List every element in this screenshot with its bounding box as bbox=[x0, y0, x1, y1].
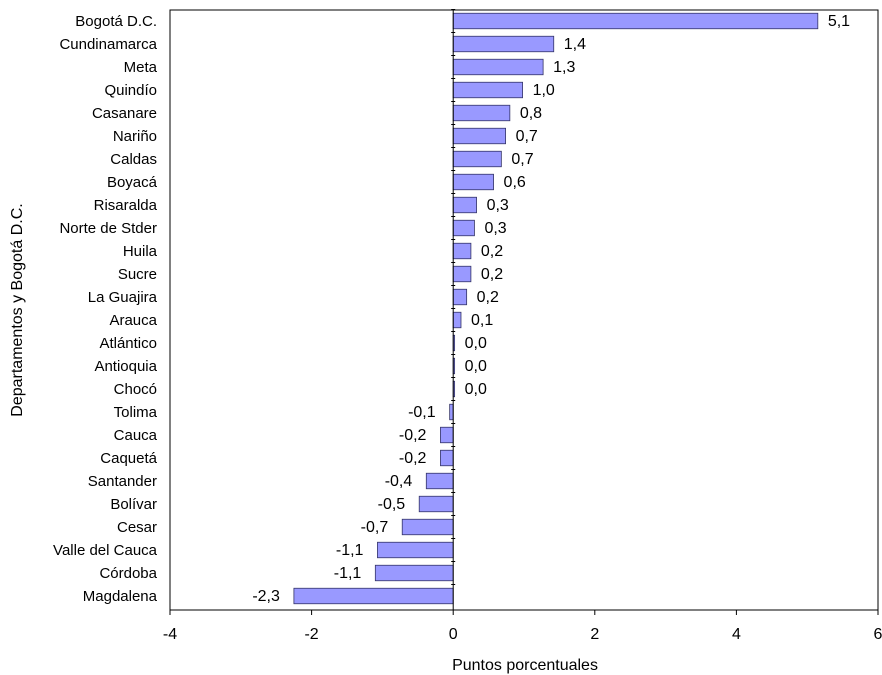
bar bbox=[452, 35, 555, 53]
bar bbox=[401, 518, 454, 536]
category-label: Magdalena bbox=[83, 588, 158, 605]
bar bbox=[452, 242, 472, 260]
x-ticks-group: -4 -2 0 2 4 6 bbox=[163, 610, 882, 643]
category-label: Valle del Cauca bbox=[53, 542, 158, 559]
category-label: Córdoba bbox=[99, 565, 157, 582]
category-label: Tolima bbox=[114, 404, 158, 421]
category-label: Cauca bbox=[114, 427, 158, 444]
bar bbox=[452, 58, 544, 76]
bar bbox=[425, 472, 454, 490]
bar bbox=[377, 541, 454, 559]
data-label: 0,0 bbox=[465, 381, 487, 398]
category-label: Casanare bbox=[92, 105, 157, 122]
data-labels-group: 5,1 1,4 1,3 1,0 0,8 0,7 0,7 0,6 0,3 0,3 0,2 0,2 0,2 0… bbox=[252, 13, 850, 605]
bar bbox=[452, 81, 523, 99]
data-label: 0,0 bbox=[465, 358, 487, 375]
category-label: Arauca bbox=[109, 312, 157, 329]
category-label: Santander bbox=[88, 473, 157, 490]
plot-area-frame bbox=[169, 9, 879, 611]
bar bbox=[440, 449, 454, 467]
category-label: Huila bbox=[123, 243, 158, 260]
category-label: Cesar bbox=[117, 519, 157, 536]
bar bbox=[452, 12, 819, 30]
bar bbox=[452, 196, 477, 214]
data-label: -2,3 bbox=[252, 588, 280, 605]
x-tick-label: -2 bbox=[304, 626, 318, 643]
category-label: Sucre bbox=[118, 266, 157, 283]
category-label: Atlántico bbox=[99, 335, 157, 352]
category-label: Boyacá bbox=[107, 174, 158, 191]
zero-axis-group bbox=[451, 9, 456, 610]
category-label: Quindío bbox=[104, 82, 157, 99]
category-label: Antioquia bbox=[94, 358, 157, 375]
data-label: 0,2 bbox=[477, 289, 499, 306]
bar bbox=[452, 173, 494, 191]
category-label: Norte de Stder bbox=[59, 220, 157, 237]
bar bbox=[449, 403, 454, 421]
category-label: Nariño bbox=[113, 128, 157, 145]
category-label: Meta bbox=[124, 59, 158, 76]
data-label: 0,6 bbox=[504, 174, 526, 191]
data-label: -1,1 bbox=[334, 565, 362, 582]
bar bbox=[452, 265, 472, 283]
data-label: 0,1 bbox=[471, 312, 493, 329]
bar bbox=[452, 127, 506, 145]
x-tick-label: 6 bbox=[874, 626, 882, 643]
data-label: 0,3 bbox=[484, 220, 506, 237]
category-labels-group: Bogotá D.C. Cundinamarca Meta Quindío Casana… bbox=[53, 13, 158, 605]
data-label: 1,0 bbox=[533, 82, 555, 99]
x-tick-label: -4 bbox=[163, 626, 177, 643]
x-tick-label: 4 bbox=[732, 626, 741, 643]
data-label: 0,7 bbox=[511, 151, 533, 168]
category-label: Risaralda bbox=[94, 197, 158, 214]
category-label: La Guajira bbox=[88, 289, 158, 306]
bar bbox=[452, 150, 502, 168]
category-label: Cundinamarca bbox=[59, 36, 157, 53]
data-label: 0,2 bbox=[481, 243, 503, 260]
data-label: 0,2 bbox=[481, 266, 503, 283]
data-label: 0,3 bbox=[487, 197, 509, 214]
data-label: 5,1 bbox=[828, 13, 850, 30]
category-label: Caquetá bbox=[100, 450, 157, 467]
x-tick-label: 2 bbox=[590, 626, 599, 643]
data-label: -0,1 bbox=[408, 404, 436, 421]
category-label: Bolívar bbox=[110, 496, 157, 513]
data-label: 1,3 bbox=[553, 59, 575, 76]
bar bbox=[452, 311, 462, 329]
data-label: 1,4 bbox=[564, 36, 586, 53]
data-label: 0,7 bbox=[516, 128, 538, 145]
data-label: -0,5 bbox=[378, 496, 406, 513]
bar bbox=[452, 219, 475, 237]
data-label: 0,8 bbox=[520, 105, 542, 122]
category-label: Caldas bbox=[110, 151, 157, 168]
data-label: -1,1 bbox=[336, 542, 364, 559]
data-label: -0,7 bbox=[361, 519, 389, 536]
bar bbox=[418, 495, 454, 513]
data-label: 0,0 bbox=[465, 335, 487, 352]
data-label: -0,2 bbox=[399, 427, 427, 444]
bar bbox=[440, 426, 454, 444]
data-label: -0,4 bbox=[385, 473, 413, 490]
data-label: -0,2 bbox=[399, 450, 427, 467]
bar bbox=[293, 587, 454, 605]
bar bbox=[374, 564, 454, 582]
x-tick-label: 0 bbox=[449, 626, 458, 643]
y-axis-title: Departamentos y Bogotá D.C. bbox=[9, 203, 26, 416]
category-label: Bogotá D.C. bbox=[75, 13, 157, 30]
x-axis-title: Puntos porcentuales bbox=[452, 657, 598, 674]
bar bbox=[452, 288, 468, 306]
bar bbox=[452, 104, 511, 122]
category-label: Chocó bbox=[114, 381, 157, 398]
